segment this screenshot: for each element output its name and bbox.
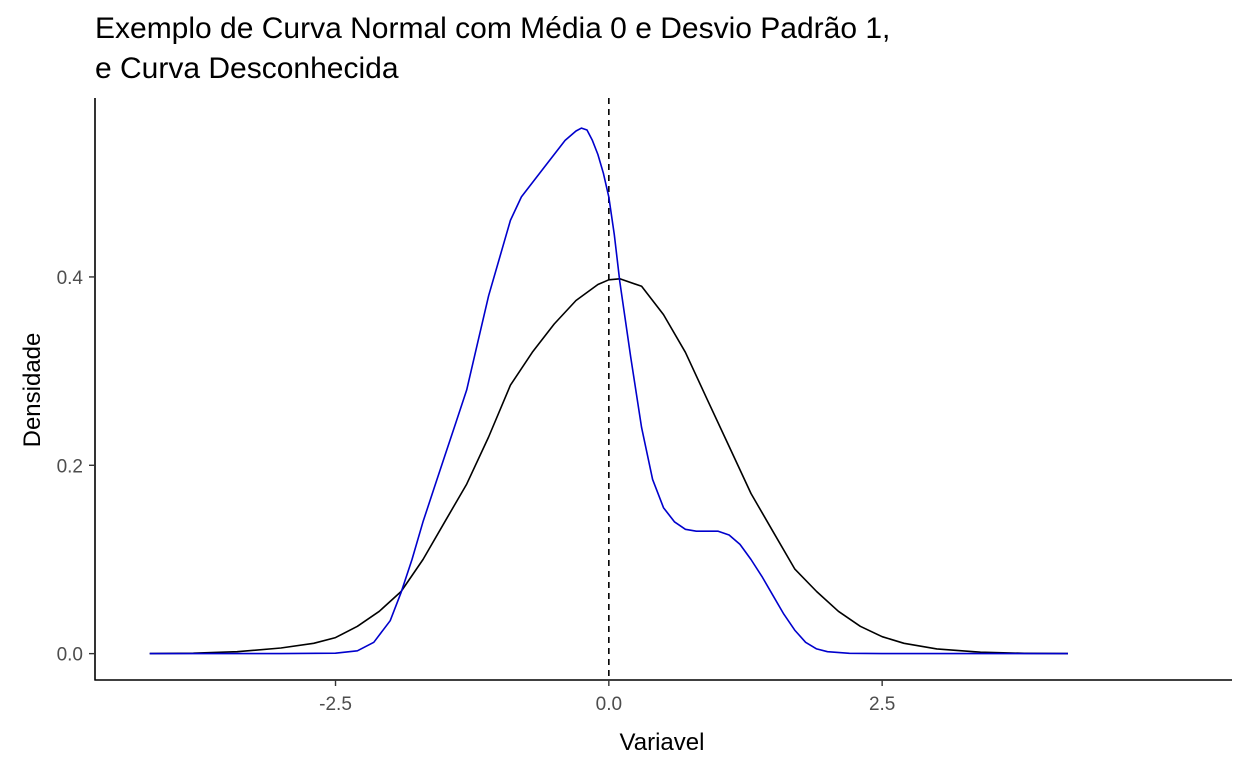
x-tick-label: 0.0	[596, 694, 622, 715]
x-tick-label: 2.5	[869, 694, 895, 715]
chart-title-line-2: e Curva Desconhecida	[95, 52, 399, 85]
y-tick-label: 0.0	[57, 645, 83, 666]
y-axis-title: Densidade	[19, 333, 46, 448]
x-tick-label: -2.5	[319, 694, 352, 715]
x-axis-title: Variavel	[620, 729, 705, 756]
y-tick-label: 0.4	[57, 268, 84, 289]
chart-title-line-1: Exemplo de Curva Normal com Média 0 e De…	[95, 12, 891, 45]
unknown-curve-line	[149, 127, 1068, 655]
y-tick-label: 0.2	[57, 456, 83, 477]
normal-curve-line	[149, 278, 1069, 655]
